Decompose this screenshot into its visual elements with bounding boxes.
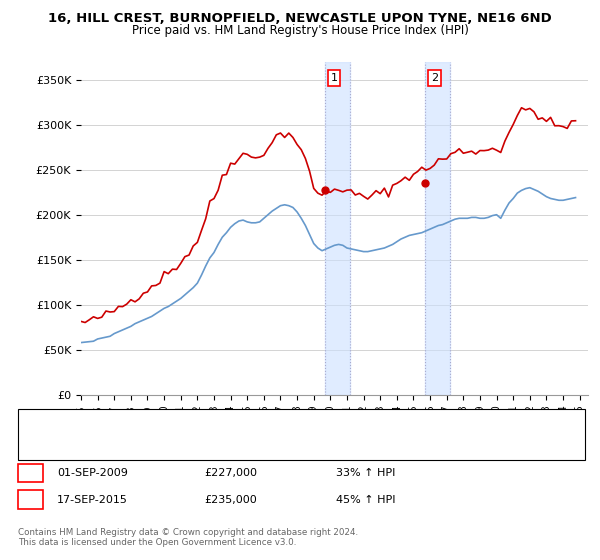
Bar (325, 62, 350, 395)
Text: 1: 1 (331, 73, 338, 83)
Text: Price paid vs. HM Land Registry's House Price Index (HPI): Price paid vs. HM Land Registry's House … (131, 24, 469, 37)
Text: 45% ↑ HPI: 45% ↑ HPI (336, 494, 395, 505)
Text: 16, HILL CREST, BURNOPFIELD, NEWCASTLE UPON TYNE, NE16 6ND: 16, HILL CREST, BURNOPFIELD, NEWCASTLE U… (48, 12, 552, 25)
Text: 33% ↑ HPI: 33% ↑ HPI (336, 468, 395, 478)
Text: 16, HILL CREST, BURNOPFIELD, NEWCASTLE UPON TYNE, NE16 6ND (detached house): 16, HILL CREST, BURNOPFIELD, NEWCASTLE U… (72, 418, 479, 427)
Text: Contains HM Land Registry data © Crown copyright and database right 2024.
This d: Contains HM Land Registry data © Crown c… (18, 528, 358, 547)
Text: 2: 2 (431, 73, 438, 83)
Text: HPI: Average price, detached house, County Durham: HPI: Average price, detached house, Coun… (72, 442, 323, 451)
Text: 17-SEP-2015: 17-SEP-2015 (57, 494, 128, 505)
Bar (425, 62, 450, 395)
Text: 1: 1 (26, 466, 35, 480)
Text: £227,000: £227,000 (204, 468, 257, 478)
Text: 2: 2 (26, 493, 35, 506)
Text: £235,000: £235,000 (204, 494, 257, 505)
Text: 01-SEP-2009: 01-SEP-2009 (57, 468, 128, 478)
